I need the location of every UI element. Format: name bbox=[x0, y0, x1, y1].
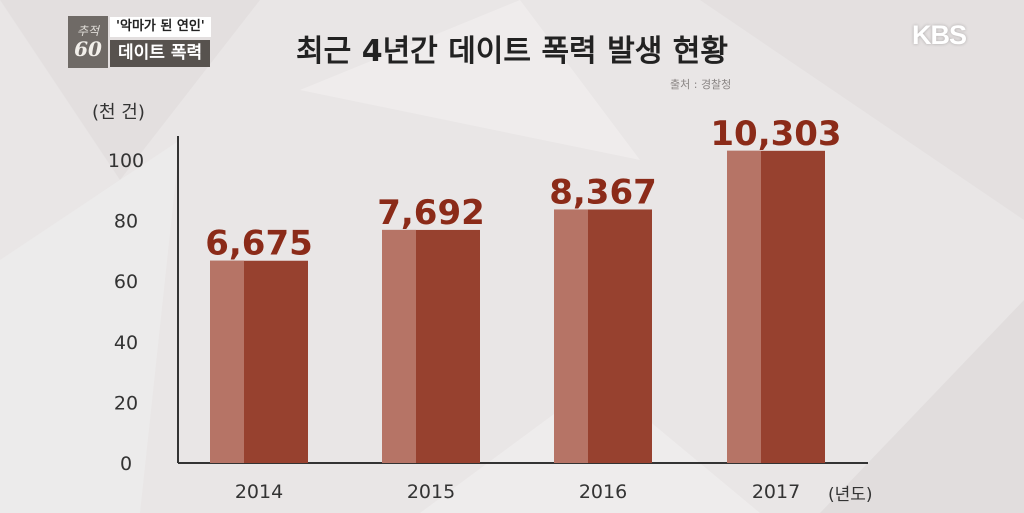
bar-highlight bbox=[554, 209, 588, 463]
broadcaster-logo: KBS bbox=[911, 20, 967, 50]
y-tick-label: 80 bbox=[114, 211, 138, 233]
y-tick-label: 40 bbox=[114, 332, 138, 354]
bar-highlight bbox=[210, 260, 244, 463]
bar-value-label: 8,367 bbox=[549, 172, 657, 212]
x-tick-label: 2015 bbox=[407, 481, 455, 503]
chart-title: 최근 4년간 데이트 폭력 발생 현황 bbox=[296, 34, 728, 69]
bar-value-label: 6,675 bbox=[205, 224, 313, 264]
program-logo-text: 추적 bbox=[76, 24, 100, 38]
x-tick-label: 2014 bbox=[235, 481, 283, 503]
bar-value-label: 7,692 bbox=[377, 193, 485, 233]
program-badge: 추적 60 '악마가 된 연인' 데이트 폭력 bbox=[68, 16, 211, 68]
y-tick-label: 100 bbox=[108, 150, 144, 172]
episode-quote: '악마가 된 연인' bbox=[110, 17, 211, 37]
bar-value-label: 10,303 bbox=[710, 114, 841, 154]
x-tick-label: 2016 bbox=[579, 481, 627, 503]
bar-highlight bbox=[382, 229, 416, 463]
y-tick-label: 20 bbox=[114, 392, 138, 414]
x-tick-label: 2017 bbox=[752, 481, 800, 503]
x-axis-unit-label: (년도) bbox=[828, 485, 873, 505]
program-logo: 추적 60 bbox=[68, 16, 108, 68]
source-note: 출처 : 경찰청 bbox=[670, 78, 732, 91]
y-axis-unit-label: (천 건) bbox=[92, 102, 145, 123]
program-logo-number: 60 bbox=[74, 37, 102, 61]
y-tick-label: 60 bbox=[114, 271, 138, 293]
episode-topic: 데이트 폭력 bbox=[110, 40, 211, 67]
y-tick-label: 0 bbox=[120, 453, 132, 475]
bar-highlight bbox=[727, 150, 761, 464]
